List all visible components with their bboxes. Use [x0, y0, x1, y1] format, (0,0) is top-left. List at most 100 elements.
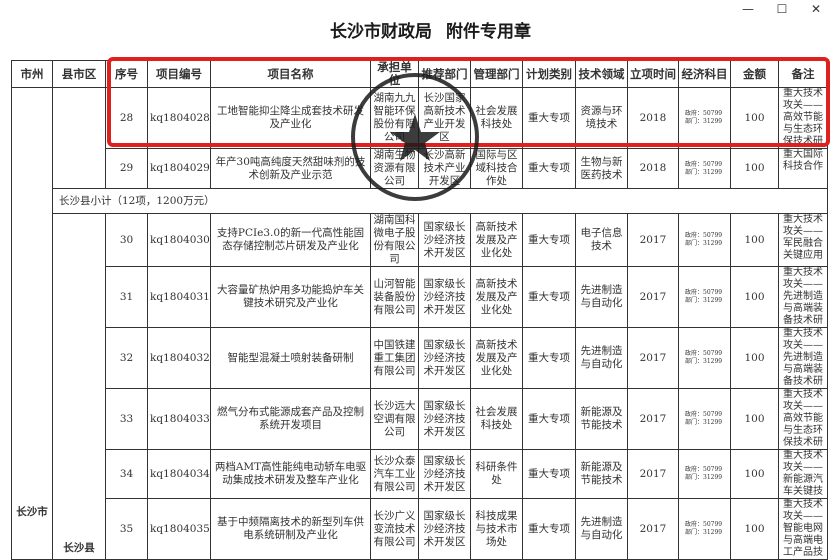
no-cell: 29	[105, 148, 148, 189]
rec-cell: 国家级长沙经济技术开发区	[418, 498, 471, 560]
county-cell-empty	[52, 87, 106, 189]
column-header: 承担单位	[370, 60, 419, 88]
city-cell: 长沙市	[11, 87, 53, 560]
maximize-icon[interactable]: ☐	[776, 2, 788, 16]
mgr-cell: 社会发展科技处	[470, 87, 523, 149]
amount-cell: 100	[730, 87, 779, 149]
table-row: 长沙县 30 kq1804030 支持PCIe3.0的新一代高性能固态存储控制芯片研发…	[12, 213, 828, 560]
table-row: 32 kq1804032 智能型混凝土喷射装备研制 中国铁建重工集团有限公司 国家级长沙…	[12, 327, 828, 389]
column-header: 市州	[11, 60, 53, 88]
column-header: 项目名称	[210, 60, 371, 88]
minimize-icon[interactable]: —	[742, 2, 754, 16]
column-header: 推荐部门	[418, 60, 471, 88]
seal-text: 长沙市财政局	[330, 22, 432, 42]
econ-line: 政府：50799	[685, 110, 723, 117]
code-cell: kq1804032	[147, 327, 211, 389]
seal-subtext: 附件专用章	[446, 22, 531, 42]
rec-cell: 国家级长沙经济技术开发区	[418, 449, 471, 499]
rec-cell: 长沙国家高新技术产业开发区	[418, 87, 471, 149]
mgr-cell: 科技成果与技术市场处	[470, 498, 523, 560]
mgr-cell: 高新技术发展及产业化处	[470, 327, 523, 389]
field-cell: 新能源及节能技术	[575, 388, 628, 450]
rec-cell: 长沙高新技术产业开发区	[418, 148, 471, 189]
econ-cell: 政府：50799 部门：31299	[678, 449, 731, 499]
code-cell: kq1804035	[147, 498, 211, 560]
note-cell: 重大技术攻关——军民融合关键应用	[778, 213, 828, 267]
code-cell: kq1804028	[147, 87, 211, 149]
econ-line: 政府：50799	[685, 350, 723, 357]
plan-cell: 重大专项	[522, 498, 576, 560]
field-cell: 资源与环境技术	[575, 87, 628, 149]
no-cell: 35	[105, 498, 148, 560]
note-cell: 重大技术攻关——高效节能与生态环保技术研	[778, 388, 828, 450]
note-cell: 重大技术攻关——新能源汽车关键技	[778, 449, 828, 499]
no-cell: 33	[105, 388, 148, 450]
unit-cell: 湖南生物资源有限公司	[370, 148, 419, 189]
plan-cell: 重大专项	[522, 148, 576, 189]
code-cell: kq1804033	[147, 388, 211, 450]
header-row: 市州 县市区 序号 项目编号 项目名称 承担单位 推荐部门 管理部门 计划类别 技术领域 立项时间经…	[11, 60, 828, 88]
field-cell: 先进制造与自动化	[575, 266, 628, 328]
econ-cell: 政府：50799 部门：31299	[678, 327, 731, 389]
rec-cell: 国家级长沙经济技术开发区	[418, 327, 471, 389]
rec-cell: 国家级长沙经济技术开发区	[418, 213, 471, 267]
year-cell: 2017	[627, 449, 679, 499]
note-cell: 重大国际科技合作	[778, 148, 828, 189]
seal-lettering: 长沙市财政局 附件专用章	[330, 22, 531, 42]
econ-line: 部门：31299	[685, 118, 723, 125]
econ-cell: 政府：50799 部门：31299	[678, 266, 731, 328]
county-cell: 长沙县	[52, 213, 106, 560]
plan-cell: 重大专项	[522, 266, 576, 328]
field-cell: 先进制造与自动化	[575, 498, 628, 560]
year-cell: 2017	[627, 388, 679, 450]
field-cell: 先进制造与自动化	[575, 327, 628, 389]
econ-line: 政府：50799	[685, 521, 723, 528]
column-header: 备注	[778, 60, 828, 88]
project-table: 市州 县市区 序号 项目编号 项目名称 承担单位 推荐部门 管理部门 计划类别 技术领域 立项时间经…	[11, 60, 828, 560]
column-header: 管理部门	[470, 60, 523, 88]
table-row: 31 kq1804031 大容量矿热炉用多功能捣炉车关键技术研究及产业化 山河智能装备…	[12, 266, 828, 328]
subtotal-label: 长沙县小计（12项，1200万元）	[52, 188, 828, 214]
econ-line: 政府：50799	[685, 466, 723, 473]
close-icon[interactable]: ✕	[810, 2, 822, 16]
field-cell: 电子信息技术	[575, 213, 628, 267]
unit-cell: 长沙远大空调有限公司	[370, 388, 419, 450]
amount-cell: 100	[730, 266, 779, 328]
note-cell: 重大技术攻关——智能电网与高端电工产品技	[778, 498, 828, 560]
name-cell: 燃气分布式能源成套产品及控制系统开发项目	[210, 388, 371, 450]
econ-line: 政府：50799	[685, 232, 723, 239]
note-cell: 重大技术攻关——先进制造与高端装备技术研	[778, 327, 828, 389]
unit-cell: 长沙广义变流技术有限公司	[370, 498, 419, 560]
code-cell: kq1804031	[147, 266, 211, 328]
no-cell: 30	[105, 213, 148, 267]
econ-line: 部门：31299	[685, 297, 723, 304]
econ-cell: 政府：50799 部门：31299	[678, 213, 731, 267]
rec-cell: 国家级长沙经济技术开发区	[418, 266, 471, 328]
amount-cell: 100	[730, 498, 779, 560]
econ-line: 部门：31299	[685, 240, 723, 247]
code-cell: kq1804030	[147, 213, 211, 267]
year-cell: 2017	[627, 327, 679, 389]
column-header: 技术领域	[575, 60, 628, 88]
name-cell: 大容量矿热炉用多功能捣炉车关键技术研究及产业化	[210, 266, 371, 328]
amount-cell: 100	[730, 148, 779, 189]
window-controls: — ☐ ✕	[731, 0, 833, 18]
plan-cell: 重大专项	[522, 449, 576, 499]
econ-line: 部门：31299	[685, 529, 723, 536]
table-row: 29 kq1804029 年产30吨高纯度天然甜味剂的技术创新及产业示范 湖南生物资源…	[12, 148, 828, 189]
subtotal-row: 长沙县小计（12项，1200万元）	[12, 188, 828, 214]
unit-cell: 中国铁建重工集团有限公司	[370, 327, 419, 389]
econ-line: 政府：50799	[685, 289, 723, 296]
amount-cell: 100	[730, 449, 779, 499]
table-row: 长沙市 28 kq1804028 工地智能抑尘降尘成套技术研发及产业化 湖南九九智能环保…	[11, 87, 828, 560]
amount-cell: 100	[730, 327, 779, 389]
econ-line: 部门：31299	[685, 419, 723, 426]
mgr-cell: 高新技术发展及产业化处	[470, 266, 523, 328]
name-cell: 两档AMT高性能纯电动轿车电驱动集成技术研发及整车产业化	[210, 449, 371, 499]
name-cell: 基于中频隔离技术的新型列车供电系统研制及产业化	[210, 498, 371, 560]
table-row: 33 kq1804033 燃气分布式能源成套产品及控制系统开发项目 长沙远大空调有限公…	[12, 388, 828, 450]
unit-cell: 湖南国科微电子股份有限公司	[370, 213, 419, 267]
amount-cell: 100	[730, 388, 779, 450]
mgr-cell: 科研条件处	[470, 449, 523, 499]
mgr-cell: 国际与区域科技合作处	[470, 148, 523, 189]
